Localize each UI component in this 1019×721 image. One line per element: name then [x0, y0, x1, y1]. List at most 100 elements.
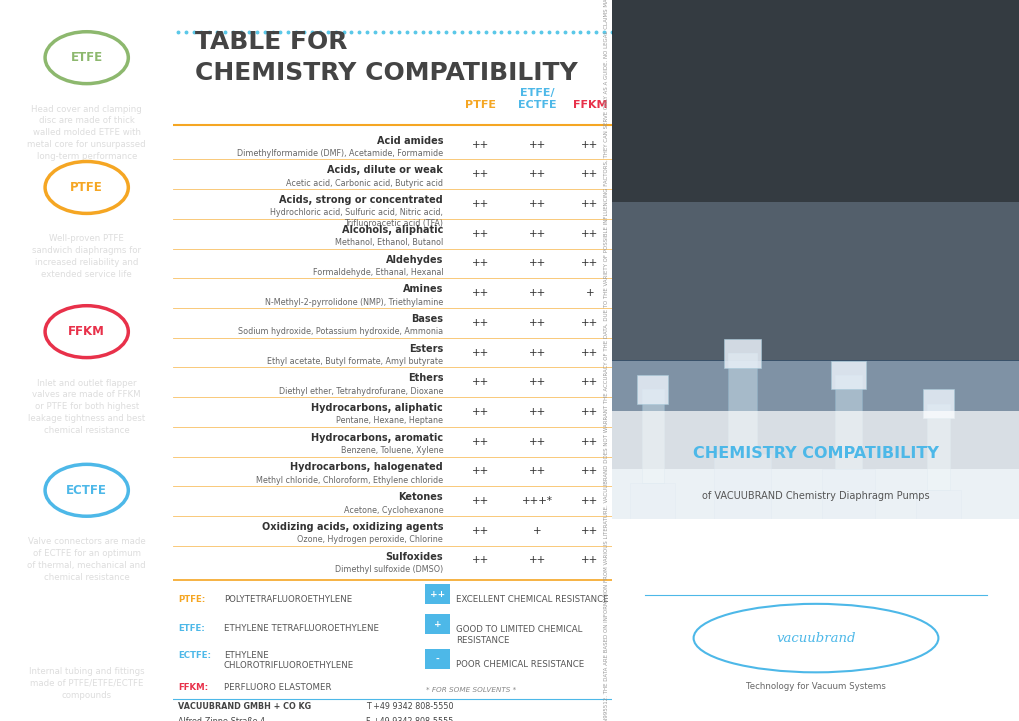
- FancyBboxPatch shape: [425, 614, 449, 634]
- Text: Benzene, Toluene, Xylene: Benzene, Toluene, Xylene: [340, 446, 442, 455]
- Text: Bases: Bases: [411, 314, 442, 324]
- Text: Ethers: Ethers: [408, 373, 442, 384]
- Bar: [922, 389, 953, 418]
- Text: Internal tubing and fittings
made of PTFE/ETFE/ECTFE
compounds: Internal tubing and fittings made of PTF…: [29, 667, 145, 699]
- Text: F +49 9342 808-5555: F +49 9342 808-5555: [366, 717, 453, 721]
- Text: ++: ++: [528, 437, 545, 446]
- Text: Esters: Esters: [409, 344, 442, 354]
- Text: Diethyl ether, Tetrahydrofurane, Dioxane: Diethyl ether, Tetrahydrofurane, Dioxane: [278, 386, 442, 396]
- Text: Ethyl acetate, Butyl formate, Amyl butyrate: Ethyl acetate, Butyl formate, Amyl butyr…: [267, 357, 442, 366]
- Text: Oxidizing acids, oxidizing agents: Oxidizing acids, oxidizing agents: [262, 522, 442, 532]
- Bar: [641, 389, 663, 483]
- Text: ++: ++: [472, 258, 488, 268]
- Text: T +49 9342 808-5550: T +49 9342 808-5550: [366, 702, 453, 711]
- Text: Acid amides: Acid amides: [376, 136, 442, 146]
- Text: ETHYLENE TETRAFLUOROETHYLENE: ETHYLENE TETRAFLUOROETHYLENE: [223, 624, 378, 632]
- Text: Ketones: Ketones: [398, 492, 442, 503]
- Text: CHEMISTRY COMPATIBILITY: CHEMISTRY COMPATIBILITY: [692, 446, 938, 461]
- Text: VACUUBRAND GMBH + CO KG: VACUUBRAND GMBH + CO KG: [177, 702, 311, 711]
- Bar: [611, 202, 1019, 360]
- Text: GOOD TO LIMITED CHEMICAL
RESISTANCE: GOOD TO LIMITED CHEMICAL RESISTANCE: [455, 625, 582, 645]
- Text: ++: ++: [581, 437, 598, 446]
- Text: ETHYLENE
CHLOROTRIFLUOROETHYLENE: ETHYLENE CHLOROTRIFLUOROETHYLENE: [223, 651, 354, 671]
- Text: Amines: Amines: [403, 284, 442, 294]
- Text: of VACUUBRAND Chemistry Diaphragm Pumps: of VACUUBRAND Chemistry Diaphragm Pumps: [701, 491, 929, 501]
- Bar: [728, 353, 756, 454]
- Text: PTFE:: PTFE:: [177, 595, 205, 603]
- Bar: [630, 483, 675, 613]
- Text: N-Methyl-2-pyrrolidone (NMP), Triethylamine: N-Methyl-2-pyrrolidone (NMP), Triethylam…: [265, 298, 442, 306]
- Text: Aldehydes: Aldehydes: [385, 255, 442, 265]
- Text: ++: ++: [472, 229, 488, 239]
- Text: +++*: +++*: [522, 496, 552, 506]
- Text: Sulfoxides: Sulfoxides: [385, 552, 442, 562]
- Text: ++: ++: [528, 555, 545, 565]
- FancyBboxPatch shape: [425, 649, 449, 669]
- Text: ++: ++: [528, 229, 545, 239]
- Text: ++: ++: [581, 555, 598, 565]
- Bar: [723, 339, 760, 368]
- FancyBboxPatch shape: [425, 584, 449, 604]
- Text: FFKM: FFKM: [68, 325, 105, 338]
- Text: ++: ++: [581, 466, 598, 477]
- Text: Well-proven PTFE
sandwich diaphragms for
increased reliability and
extended serv: Well-proven PTFE sandwich diaphragms for…: [33, 234, 141, 279]
- Text: vacuubrand: vacuubrand: [775, 632, 855, 645]
- Text: Head cover and clamping
disc are made of thick
walled molded ETFE with
metal cor: Head cover and clamping disc are made of…: [28, 105, 146, 161]
- Text: Acetone, Cyclohexanone: Acetone, Cyclohexanone: [343, 505, 442, 515]
- Text: Dimethyl sulfoxide (DMSO): Dimethyl sulfoxide (DMSO): [334, 565, 442, 574]
- Text: EXCELLENT CHEMICAL RESISTANCE: EXCELLENT CHEMICAL RESISTANCE: [455, 595, 608, 603]
- Text: ++: ++: [528, 169, 545, 180]
- Text: Sodium hydroxide, Potassium hydroxide, Ammonia: Sodium hydroxide, Potassium hydroxide, A…: [237, 327, 442, 336]
- Text: Hydrocarbons, halogenated: Hydrocarbons, halogenated: [290, 462, 442, 472]
- Text: Valve connectors are made
of ECTFE for an optimum
of thermal, mechanical and
che: Valve connectors are made of ECTFE for a…: [28, 537, 146, 582]
- Text: ++: ++: [528, 466, 545, 477]
- Text: ++: ++: [581, 258, 598, 268]
- Bar: [637, 375, 667, 404]
- Text: POLYTETRAFLUOROETHYLENE: POLYTETRAFLUOROETHYLENE: [223, 595, 352, 603]
- Text: Alfred-Zippe-Straße 4: Alfred-Zippe-Straße 4: [177, 717, 265, 721]
- Text: ++: ++: [472, 437, 488, 446]
- Bar: [835, 375, 861, 469]
- Text: Inlet and outlet flapper
valves are made of FFKM
or PTFE for both highest
leakag: Inlet and outlet flapper valves are made…: [29, 379, 145, 435]
- Text: +: +: [533, 526, 541, 536]
- Text: Hydrocarbons, aliphatic: Hydrocarbons, aliphatic: [311, 403, 442, 413]
- Bar: [926, 404, 949, 490]
- Text: +: +: [585, 288, 594, 298]
- Text: ++: ++: [472, 526, 488, 536]
- Ellipse shape: [693, 604, 937, 672]
- Text: ECTFE: ECTFE: [66, 484, 107, 497]
- Text: ++: ++: [581, 199, 598, 209]
- Text: Hydrochloric acid, Sulfuric acid, Nitric acid,
Trifluoroacetic acid (TFA): Hydrochloric acid, Sulfuric acid, Nitric…: [270, 208, 442, 228]
- Bar: [915, 490, 960, 613]
- Text: ++: ++: [528, 199, 545, 209]
- Text: ++: ++: [581, 407, 598, 417]
- Text: ++: ++: [581, 229, 598, 239]
- Text: PERFLUORO ELASTOMER: PERFLUORO ELASTOMER: [223, 683, 331, 691]
- Text: ETFE/
ECTFE: ETFE/ ECTFE: [518, 88, 556, 110]
- Text: ++: ++: [430, 590, 445, 598]
- Bar: [821, 469, 874, 613]
- Text: Acids, dilute or weak: Acids, dilute or weak: [327, 165, 442, 175]
- Text: Formaldehyde, Ethanal, Hexanal: Formaldehyde, Ethanal, Hexanal: [312, 268, 442, 277]
- Text: ++: ++: [528, 348, 545, 358]
- Bar: [611, 360, 1019, 469]
- Text: ++: ++: [472, 288, 488, 298]
- Text: ++: ++: [528, 288, 545, 298]
- Text: Methanol, Ethanol, Butanol: Methanol, Ethanol, Butanol: [334, 238, 442, 247]
- Text: ++: ++: [528, 377, 545, 387]
- Text: ++: ++: [581, 169, 598, 180]
- Text: -: -: [435, 655, 439, 663]
- Text: ++: ++: [472, 348, 488, 358]
- Text: ++: ++: [581, 526, 598, 536]
- Text: Technology for Vacuum Systems: Technology for Vacuum Systems: [745, 682, 886, 691]
- Text: ++: ++: [472, 377, 488, 387]
- Text: ETFE:: ETFE:: [177, 624, 205, 632]
- Text: PTFE: PTFE: [465, 99, 495, 110]
- Text: TABLE FOR: TABLE FOR: [196, 30, 347, 54]
- Bar: [611, 0, 1019, 202]
- Text: Hydrocarbons, aromatic: Hydrocarbons, aromatic: [311, 433, 442, 443]
- Bar: [611, 411, 1019, 519]
- Text: ++: ++: [581, 348, 598, 358]
- Text: ++: ++: [472, 496, 488, 506]
- Text: * FOR SOME SOLVENTS *: * FOR SOME SOLVENTS *: [425, 687, 516, 693]
